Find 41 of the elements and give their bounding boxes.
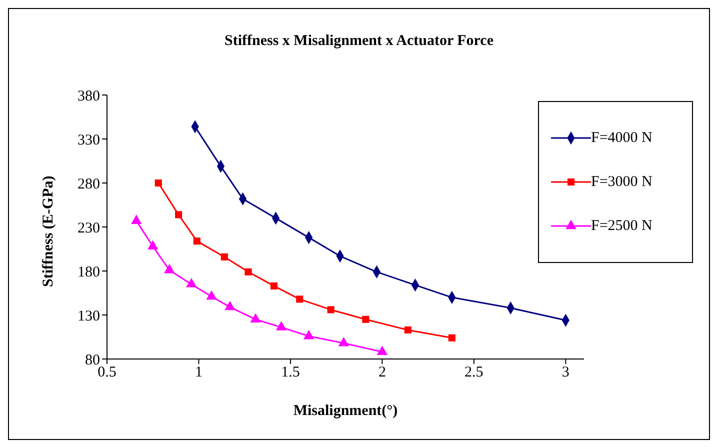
point xyxy=(186,278,197,288)
y-tick-label: 280 xyxy=(78,176,100,192)
x-tick-label: 1.5 xyxy=(281,364,300,381)
y-tick-label: 130 xyxy=(78,308,100,324)
point xyxy=(276,321,287,330)
point xyxy=(154,179,162,187)
point xyxy=(303,330,314,340)
chart-title: Stiffness x Misalignment x Actuator Force xyxy=(224,33,494,50)
x-tick-label: 2 xyxy=(378,364,386,381)
point xyxy=(362,316,370,323)
point xyxy=(244,268,252,276)
legend-label: F=3000 N xyxy=(591,174,652,190)
point xyxy=(224,300,236,310)
point xyxy=(206,290,217,300)
y-tick-label: 180 xyxy=(78,264,100,280)
point xyxy=(250,313,261,322)
y-tick-label: 380 xyxy=(78,88,100,104)
point xyxy=(327,306,334,314)
point xyxy=(164,264,175,274)
y-tick-label: 330 xyxy=(78,132,100,148)
point xyxy=(376,346,388,356)
y-axis-title: Stiffness (E-GPa) xyxy=(40,176,56,287)
legend-label: F=2500 N xyxy=(591,218,652,234)
point xyxy=(270,282,278,290)
x-tick-label: 3 xyxy=(562,364,570,381)
point xyxy=(338,336,350,346)
legend-label: F=4000 N xyxy=(591,130,652,146)
point xyxy=(147,240,158,250)
point xyxy=(193,238,200,245)
point xyxy=(220,253,228,260)
point xyxy=(448,334,456,342)
point xyxy=(404,326,412,334)
y-tick-label: 80 xyxy=(85,352,100,368)
x-tick-label: 2.5 xyxy=(464,364,484,381)
point xyxy=(296,296,304,303)
point xyxy=(175,211,182,218)
x-axis-title: Misalignment(°) xyxy=(293,403,398,419)
y-tick-label: 230 xyxy=(78,220,100,236)
x-tick-label: 1 xyxy=(194,364,202,381)
x-tick-label: 0.5 xyxy=(98,364,116,381)
point xyxy=(130,214,142,224)
